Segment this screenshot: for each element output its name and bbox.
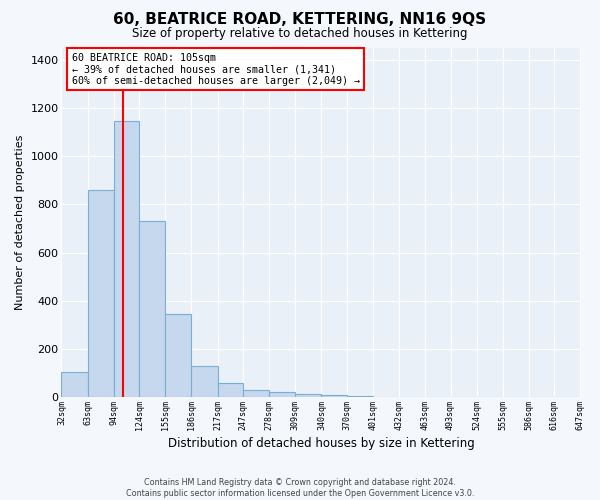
Text: 60, BEATRICE ROAD, KETTERING, NN16 9QS: 60, BEATRICE ROAD, KETTERING, NN16 9QS	[113, 12, 487, 28]
Bar	[114, 121, 139, 398]
Bar	[322, 395, 347, 398]
Text: Contains HM Land Registry data © Crown copyright and database right 2024.
Contai: Contains HM Land Registry data © Crown c…	[126, 478, 474, 498]
Bar	[88, 190, 114, 398]
Bar	[218, 383, 243, 398]
Text: Size of property relative to detached houses in Kettering: Size of property relative to detached ho…	[132, 28, 468, 40]
Bar	[347, 396, 373, 398]
Bar	[295, 394, 322, 398]
Bar	[191, 366, 218, 398]
Bar	[139, 221, 165, 398]
Y-axis label: Number of detached properties: Number of detached properties	[15, 134, 25, 310]
Bar	[243, 390, 269, 398]
Bar	[165, 314, 191, 398]
Bar	[61, 372, 88, 398]
Text: 60 BEATRICE ROAD: 105sqm
← 39% of detached houses are smaller (1,341)
60% of sem: 60 BEATRICE ROAD: 105sqm ← 39% of detach…	[72, 52, 360, 86]
Bar	[269, 392, 295, 398]
X-axis label: Distribution of detached houses by size in Kettering: Distribution of detached houses by size …	[167, 437, 475, 450]
